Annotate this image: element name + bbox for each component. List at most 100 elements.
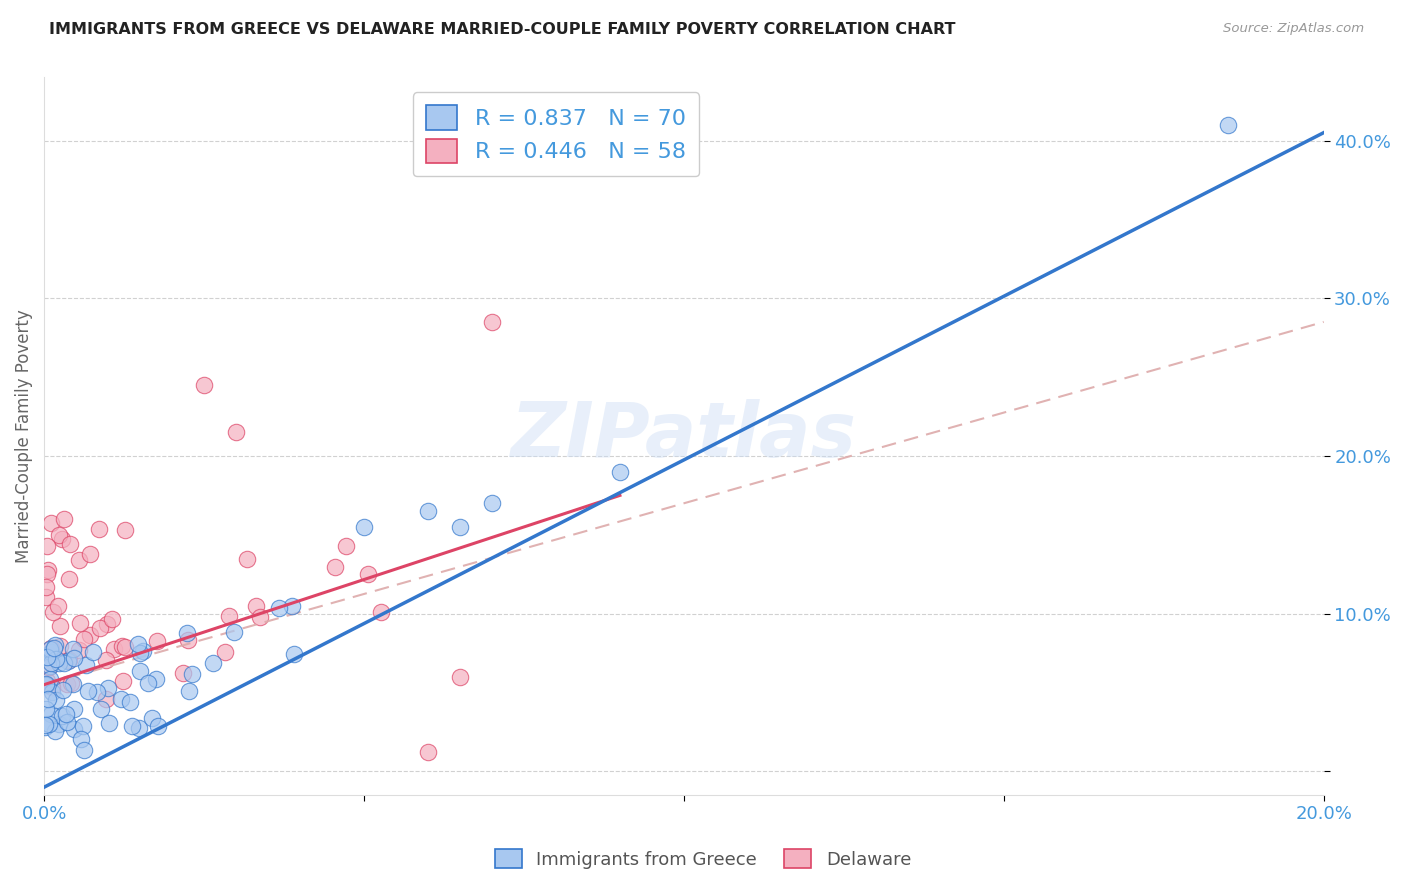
Point — [70, 731, 93, 746]
Text: ZIPatlas: ZIPatlas — [510, 400, 856, 474]
Point — [353, 520, 375, 534]
Point — [48, 599, 70, 613]
Point — [58, 653, 80, 667]
Point — [146, 719, 169, 733]
Text: IMMIGRANTS FROM GREECE VS DELAWARE MARRIED-COUPLE FAMILY POVERTY CORRELATION CHA: IMMIGRANTS FROM GREECE VS DELAWARE MARRI… — [49, 22, 956, 37]
Point — [416, 504, 439, 518]
Point — [103, 642, 125, 657]
Point — [34, 717, 56, 731]
Point — [42, 606, 65, 620]
Point — [53, 512, 76, 526]
Point — [177, 684, 200, 698]
Point — [128, 647, 150, 661]
Point — [280, 599, 302, 613]
Point — [357, 566, 380, 581]
Point — [45, 651, 67, 665]
Point — [128, 637, 150, 651]
Point — [111, 639, 134, 653]
Point — [118, 695, 141, 709]
Point — [39, 642, 62, 657]
Point — [48, 527, 70, 541]
Point — [128, 721, 150, 735]
Point — [449, 520, 471, 534]
Point — [38, 717, 60, 731]
Point — [67, 642, 90, 657]
Point — [38, 659, 60, 673]
Point — [176, 625, 198, 640]
Point — [51, 532, 73, 546]
Point — [141, 711, 163, 725]
Point — [44, 724, 66, 739]
Point — [145, 634, 167, 648]
Point — [34, 720, 56, 734]
Point — [59, 537, 82, 551]
Y-axis label: Married-Couple Family Poverty: Married-Couple Family Poverty — [15, 310, 32, 563]
Point — [35, 590, 58, 604]
Point — [245, 599, 267, 614]
Point — [214, 645, 236, 659]
Point — [222, 624, 245, 639]
Point — [86, 684, 108, 698]
Point — [58, 572, 80, 586]
Point — [34, 677, 56, 691]
Point — [63, 702, 86, 716]
Point — [172, 665, 194, 680]
Point — [56, 677, 79, 691]
Point — [60, 675, 83, 690]
Point — [49, 619, 72, 633]
Point — [335, 539, 357, 553]
Point — [218, 608, 240, 623]
Point — [62, 722, 84, 736]
Point — [44, 639, 66, 653]
Point — [55, 706, 77, 721]
Point — [35, 539, 58, 553]
Point — [48, 640, 70, 654]
Point — [193, 378, 215, 392]
Point — [35, 677, 58, 691]
Point — [67, 553, 90, 567]
Point — [39, 645, 62, 659]
Point — [114, 524, 136, 538]
Point — [1216, 118, 1239, 132]
Point — [177, 632, 200, 647]
Point — [56, 654, 79, 668]
Point — [73, 743, 96, 757]
Point — [37, 691, 59, 706]
Point — [51, 709, 73, 723]
Point — [37, 673, 59, 688]
Point — [79, 628, 101, 642]
Point — [39, 707, 62, 722]
Point — [249, 609, 271, 624]
Point — [45, 693, 67, 707]
Point — [37, 563, 59, 577]
Point — [62, 641, 84, 656]
Point — [63, 651, 86, 665]
Point — [416, 746, 439, 760]
Point — [96, 617, 118, 632]
Point — [62, 676, 84, 690]
Point — [72, 719, 94, 733]
Point — [69, 615, 91, 630]
Point — [38, 659, 60, 673]
Point — [48, 717, 70, 731]
Point — [481, 315, 503, 329]
Point — [45, 651, 67, 665]
Point — [235, 551, 257, 566]
Point — [181, 667, 204, 681]
Point — [41, 684, 63, 698]
Point — [201, 656, 224, 670]
Point — [38, 673, 60, 687]
Point — [114, 640, 136, 654]
Point — [39, 516, 62, 531]
Point — [42, 641, 65, 656]
Point — [138, 676, 160, 690]
Point — [112, 673, 135, 688]
Point — [87, 522, 110, 536]
Point — [35, 566, 58, 581]
Point — [97, 681, 120, 696]
Point — [94, 691, 117, 706]
Legend: Immigrants from Greece, Delaware: Immigrants from Greece, Delaware — [488, 842, 918, 876]
Point — [283, 647, 305, 661]
Point — [82, 644, 104, 658]
Point — [52, 683, 75, 698]
